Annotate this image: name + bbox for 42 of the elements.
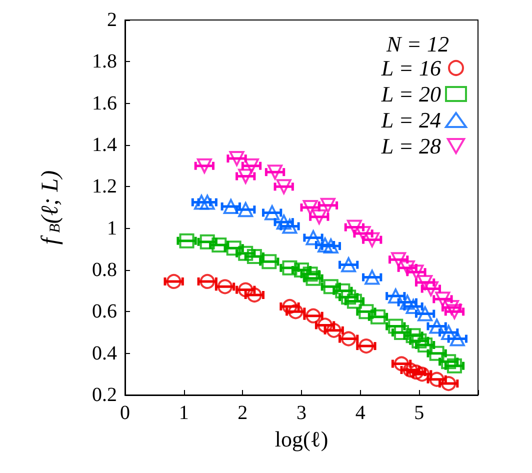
- point: [423, 281, 438, 296]
- y-axis-title: fB(ℓ; L): [38, 170, 64, 245]
- legend-label: L = 20: [380, 82, 441, 106]
- point: [418, 275, 433, 290]
- x-tick-label: 2: [238, 402, 248, 424]
- point: [341, 257, 356, 272]
- legend-label: L = 24: [380, 108, 441, 132]
- point: [196, 158, 212, 174]
- point: [276, 179, 292, 194]
- point: [358, 338, 374, 354]
- y-tick-label: 0.4: [92, 342, 117, 364]
- x-tick-label: 5: [414, 402, 424, 424]
- x-tick-label: 1: [178, 402, 189, 424]
- point: [194, 194, 209, 210]
- point: [429, 318, 444, 334]
- point: [435, 292, 450, 307]
- x-tick-label: 0: [120, 402, 130, 424]
- y-tick-label: 1.2: [92, 176, 117, 198]
- point: [200, 194, 215, 210]
- y-tick-label: 1.8: [92, 50, 117, 73]
- point: [268, 164, 283, 180]
- y-tick-label: 1.4: [92, 134, 117, 156]
- point: [388, 318, 404, 334]
- legend-label: L = 28: [380, 134, 441, 158]
- point: [244, 158, 259, 174]
- point: [418, 306, 433, 322]
- y-tick-label: 1.6: [92, 92, 117, 114]
- x-tick-label: 4: [355, 402, 366, 424]
- legend-title: N = 12: [385, 32, 450, 56]
- y-tick-label: 2: [107, 9, 117, 31]
- y-tick-label: 0.6: [92, 300, 117, 323]
- point: [341, 331, 356, 346]
- x-axis-title: log(ℓ): [274, 426, 328, 452]
- y-tick-label: 0.8: [92, 259, 117, 281]
- legend-label: L = 16: [380, 56, 441, 80]
- point: [394, 356, 410, 372]
- y-tick-label: 1: [107, 217, 117, 240]
- y-tick-label: 0.2: [92, 384, 117, 406]
- x-tick-label: 3: [296, 402, 306, 424]
- point: [346, 220, 362, 235]
- point: [229, 151, 244, 166]
- point: [450, 331, 465, 346]
